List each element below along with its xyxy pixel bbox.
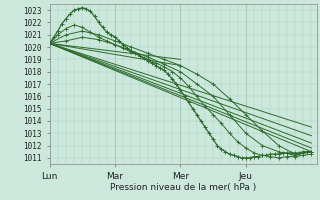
X-axis label: Pression niveau de la mer( hPa ): Pression niveau de la mer( hPa )	[110, 183, 256, 192]
